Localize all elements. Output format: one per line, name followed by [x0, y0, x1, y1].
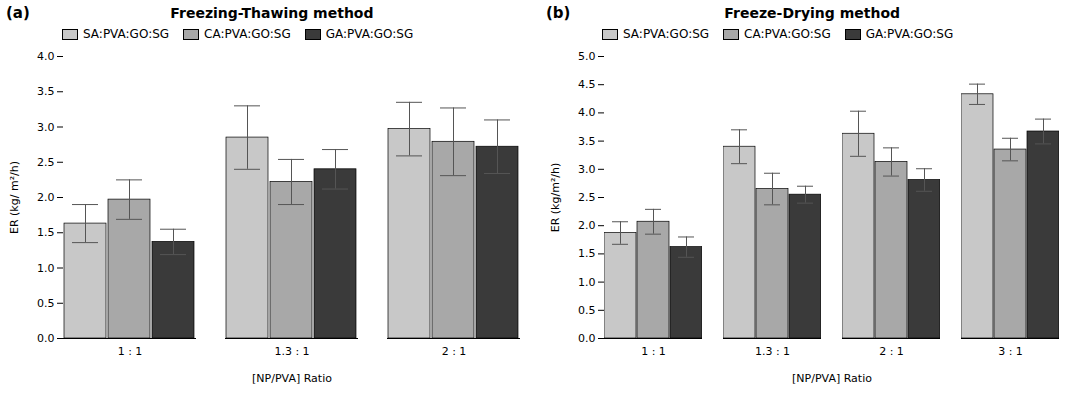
svg-text:1.3 : 1: 1.3 : 1: [274, 345, 309, 358]
svg-text:2.0: 2.0: [37, 191, 55, 204]
html-text:(b): (b): [546, 4, 571, 22]
svg-text:ER (kg/m²/h): ER (kg/m²/h): [549, 163, 562, 233]
svg-text:0.5: 0.5: [37, 297, 55, 310]
svg-text:4.0: 4.0: [37, 50, 55, 63]
svg-text:2.5: 2.5: [37, 156, 55, 169]
svg-text:1.5: 1.5: [578, 247, 596, 260]
svg-text:3.0: 3.0: [37, 121, 55, 134]
svg-text:ER (kg/ m²/h): ER (kg/ m²/h): [8, 161, 21, 234]
html-text:CA:PVA:GO:SG: CA:PVA:GO:SG: [744, 27, 831, 41]
svg-text:2.5: 2.5: [578, 191, 596, 204]
svg-text:4.0: 4.0: [578, 106, 596, 119]
svg-text:1.3 : 1: 1.3 : 1: [755, 345, 790, 358]
svg-text:[NP/PVA] Ratio: [NP/PVA] Ratio: [252, 372, 332, 385]
svg-text:[NP/PVA] Ratio: [NP/PVA] Ratio: [792, 372, 872, 385]
svg-text:4.5: 4.5: [578, 78, 596, 91]
svg-text:2.0: 2.0: [578, 219, 596, 232]
svg-text:3.5: 3.5: [37, 85, 55, 98]
html-text:GA:PVA:GO:SG: GA:PVA:GO:SG: [325, 27, 414, 41]
svg-text:3 : 1: 3 : 1: [998, 345, 1023, 358]
svg-text:0.0: 0.0: [578, 332, 596, 345]
html-text:CA:PVA:GO:SG: CA:PVA:GO:SG: [204, 27, 291, 41]
svg-text:5.0: 5.0: [578, 50, 596, 63]
svg-text:0.5: 0.5: [578, 304, 596, 317]
svg-text:1 : 1: 1 : 1: [641, 345, 666, 358]
svg-text:1.0: 1.0: [37, 262, 55, 275]
svg-text:3.0: 3.0: [578, 163, 596, 176]
svg-text:3.5: 3.5: [578, 135, 596, 148]
svg-text:0.0: 0.0: [37, 332, 55, 345]
html-text:SA:PVA:GO:SG: SA:PVA:GO:SG: [83, 27, 170, 41]
svg-text:2 : 1: 2 : 1: [442, 345, 467, 358]
html-text:Freeze-Drying method: Freeze-Drying method: [724, 5, 901, 21]
svg-text:1 : 1: 1 : 1: [118, 345, 143, 358]
html-text:Freezing-Thawing method: Freezing-Thawing method: [170, 5, 374, 21]
html-text:(a): (a): [6, 4, 30, 22]
svg-text:1.5: 1.5: [37, 226, 55, 239]
html-text:SA:PVA:GO:SG: SA:PVA:GO:SG: [623, 27, 710, 41]
svg-text:1.0: 1.0: [578, 276, 596, 289]
html-text:GA:PVA:GO:SG: GA:PVA:GO:SG: [865, 27, 954, 41]
svg-text:2 : 1: 2 : 1: [879, 345, 904, 358]
